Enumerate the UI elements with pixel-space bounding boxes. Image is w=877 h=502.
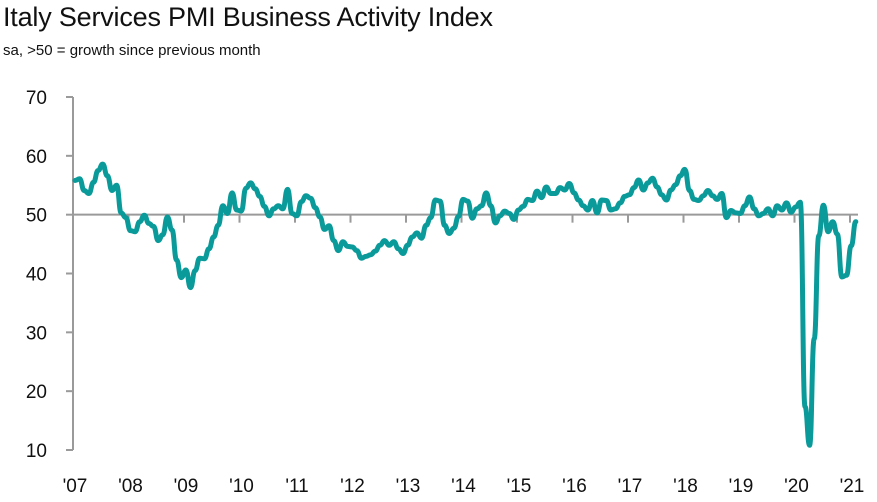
x-axis	[127, 214, 851, 223]
x-tick-labels: '07 '08 '09 '10 '11 '12 '13 '14 '15 '16 '17 '18 '19 '…	[63, 476, 865, 497]
x-tick-label: '14	[451, 476, 476, 497]
chart-title: Italy Services PMI Business Activity Ind…	[3, 2, 493, 32]
x-tick-label: '09	[174, 476, 199, 497]
series-line	[72, 161, 859, 448]
x-tick-label: '20	[784, 476, 809, 497]
y-axis	[66, 96, 74, 451]
y-tick-label: 30	[26, 323, 47, 344]
x-tick-label: '07	[63, 476, 88, 497]
x-tick-label: '10	[229, 476, 254, 497]
y-tick-label: 60	[26, 147, 47, 168]
x-tick-label: '08	[118, 476, 143, 497]
x-tick-label: '11	[285, 476, 308, 497]
x-tick-label: '19	[729, 476, 754, 497]
chart-subtitle: sa, >50 = growth since previous month	[3, 42, 261, 59]
y-tick-label: 10	[26, 441, 47, 462]
x-tick-label: '13	[396, 476, 421, 497]
x-tick-label: '17	[618, 476, 643, 497]
x-tick-label: '21	[840, 476, 865, 497]
x-tick-label: '18	[673, 476, 698, 497]
y-tick-label: 70	[26, 88, 47, 109]
series-group	[72, 161, 859, 448]
x-tick-label: '12	[340, 476, 365, 497]
y-tick-label: 40	[26, 265, 47, 286]
x-tick-label: '15	[507, 476, 532, 497]
y-tick-label: 50	[26, 206, 47, 227]
y-tick-labels: 10 20 30 40 50 60 70	[26, 88, 47, 462]
x-tick-label: '16	[562, 476, 587, 497]
y-tick-label: 20	[26, 382, 47, 403]
